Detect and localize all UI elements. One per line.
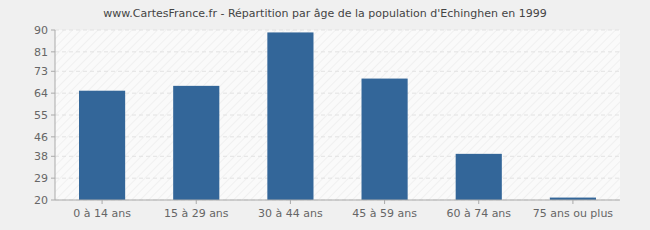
y-tick-label: 81 [34, 46, 48, 59]
x-tick [572, 200, 573, 204]
y-tick-label: 38 [34, 150, 48, 163]
y-tick-label: 46 [34, 131, 48, 144]
y-tick-label: 64 [34, 87, 48, 100]
y-tick [51, 51, 55, 52]
grid-line [55, 51, 620, 52]
bar [267, 32, 313, 200]
x-tick-label: 30 à 44 ans [258, 207, 323, 220]
x-tick [478, 200, 479, 204]
bar [456, 154, 502, 200]
y-tick-label: 55 [34, 109, 48, 122]
y-tick-label: 73 [34, 65, 48, 78]
y-tick [51, 136, 55, 137]
y-tick [51, 200, 55, 201]
background [0, 0, 650, 230]
plot-area [55, 30, 620, 200]
x-tick-label: 15 à 29 ans [164, 207, 229, 220]
bar [362, 79, 408, 200]
grid-line [55, 115, 620, 116]
grid-line [55, 136, 620, 137]
y-tick [51, 178, 55, 179]
y-tick [51, 71, 55, 72]
y-tick-label: 90 [34, 24, 48, 37]
x-tick-label: 60 à 74 ans [446, 207, 511, 220]
grid-line [55, 200, 620, 201]
y-axis [55, 30, 56, 200]
grid-line [55, 71, 620, 72]
grid-line [55, 178, 620, 179]
x-tick-label: 0 à 14 ans [73, 207, 131, 220]
bar [173, 86, 219, 200]
bar [79, 91, 125, 200]
title: www.CartesFrance.fr - Répartition par âg… [103, 7, 547, 20]
y-tick [51, 156, 55, 157]
bars [79, 32, 596, 200]
grid-line [55, 93, 620, 94]
y-tick-label: 20 [34, 194, 48, 207]
y-tick [51, 93, 55, 94]
x-tick [384, 200, 385, 204]
x-tick [290, 200, 291, 204]
x-tick [102, 200, 103, 204]
x-tick-label: 75 ans ou plus [533, 207, 614, 220]
x-axis [55, 200, 620, 201]
x-tick [196, 200, 197, 204]
chart: www.CartesFrance.fr - Répartition par âg… [0, 0, 650, 230]
y-tick-label: 29 [34, 172, 48, 185]
y-tick [51, 115, 55, 116]
grid-line [55, 30, 620, 31]
y-tick [51, 30, 55, 31]
x-tick-label: 45 à 59 ans [352, 207, 417, 220]
grid-line [55, 156, 620, 157]
